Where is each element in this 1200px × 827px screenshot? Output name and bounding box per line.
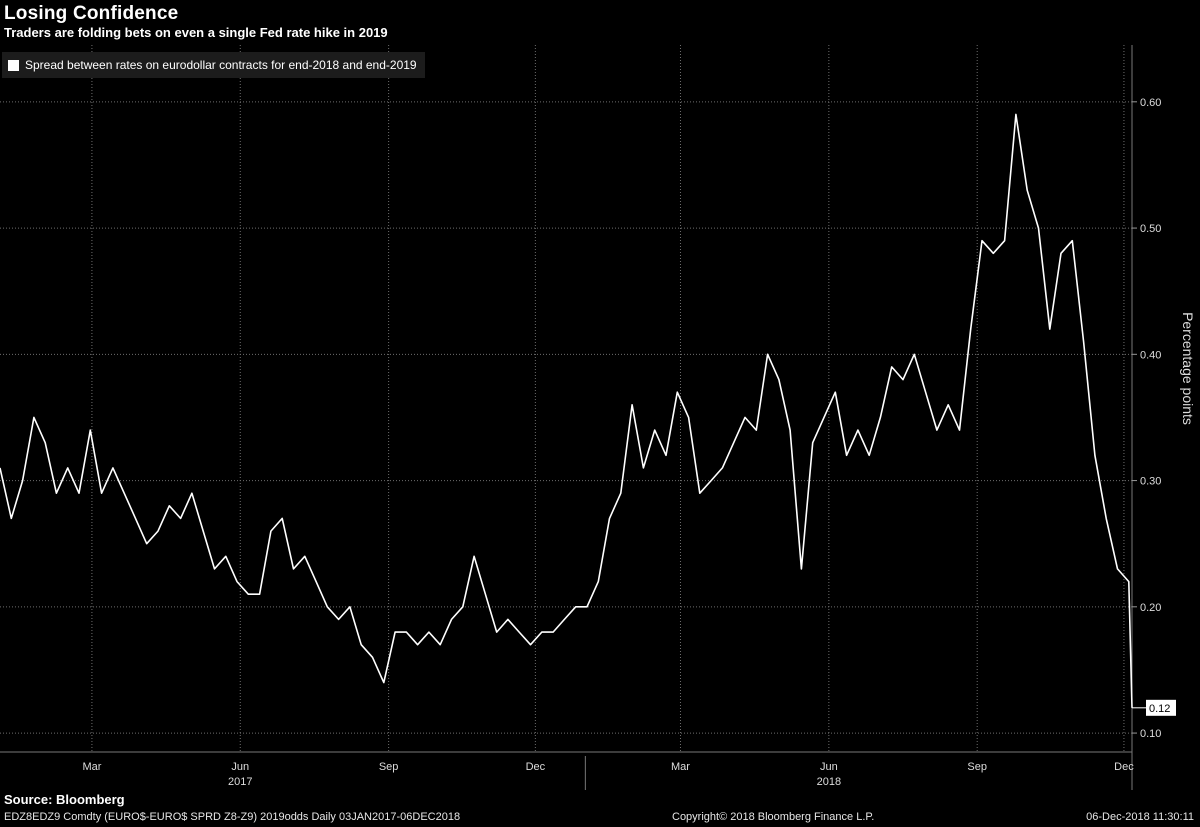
legend-label: Spread between rates on eurodollar contr… (25, 58, 417, 72)
grid-lines (0, 45, 1132, 752)
ticker-info: EDZ8EDZ9 Comdty (EURO$-EURO$ SPRD Z8-Z9)… (4, 811, 461, 823)
y-tick-label: 0.20 (1140, 602, 1161, 614)
x-tick-label: Dec (1114, 761, 1134, 773)
x-tick-label: Mar (671, 761, 690, 773)
x-tick-label: Sep (379, 761, 399, 773)
series-line (0, 113, 1133, 708)
x-tick-label: Dec (526, 761, 546, 773)
y-tick-label: 0.30 (1140, 476, 1161, 488)
x-tick-label: Mar (82, 761, 101, 773)
legend: Spread between rates on eurodollar contr… (2, 52, 425, 78)
last-value-label: 0.12 (1149, 703, 1170, 715)
y-tick-label: 0.50 (1140, 223, 1161, 235)
x-tick-label: Sep (967, 761, 987, 773)
x-axis-ticks: Mar Jun Sep Dec Mar Jun Sep Dec (82, 761, 1134, 773)
chart-title: Losing Confidence (4, 3, 179, 24)
chart-subtitle: Traders are folding bets on even a singl… (4, 25, 388, 40)
y-tick-label: 0.60 (1140, 97, 1161, 109)
copyright: Copyright© 2018 Bloomberg Finance L.P. (672, 811, 875, 823)
year-labels: 2017 2018 (228, 776, 841, 788)
last-value-box (1146, 699, 1176, 716)
year-label: 2017 (228, 776, 252, 788)
line-chart: 0.100.200.300.400.500.60 Mar Jun Sep Dec Mar… (0, 45, 1196, 790)
y-tick-label: 0.10 (1140, 728, 1161, 740)
y-axis-label: Percentage points (1180, 312, 1196, 425)
x-tick-label: Jun (820, 761, 838, 773)
legend-swatch (8, 59, 19, 71)
y-tick-label: 0.40 (1140, 349, 1161, 361)
last-value-marker: 0.12 (1132, 699, 1176, 716)
y-axis-ticks: 0.10 0.20 0.30 0.40 0.50 0.60 (1132, 97, 1161, 740)
year-label: 2018 (817, 776, 841, 788)
x-tick-label: Jun (231, 761, 249, 773)
timestamp: 06-Dec-2018 11:30:11 (1086, 811, 1194, 823)
source-label: Source: Bloomberg (4, 792, 125, 807)
